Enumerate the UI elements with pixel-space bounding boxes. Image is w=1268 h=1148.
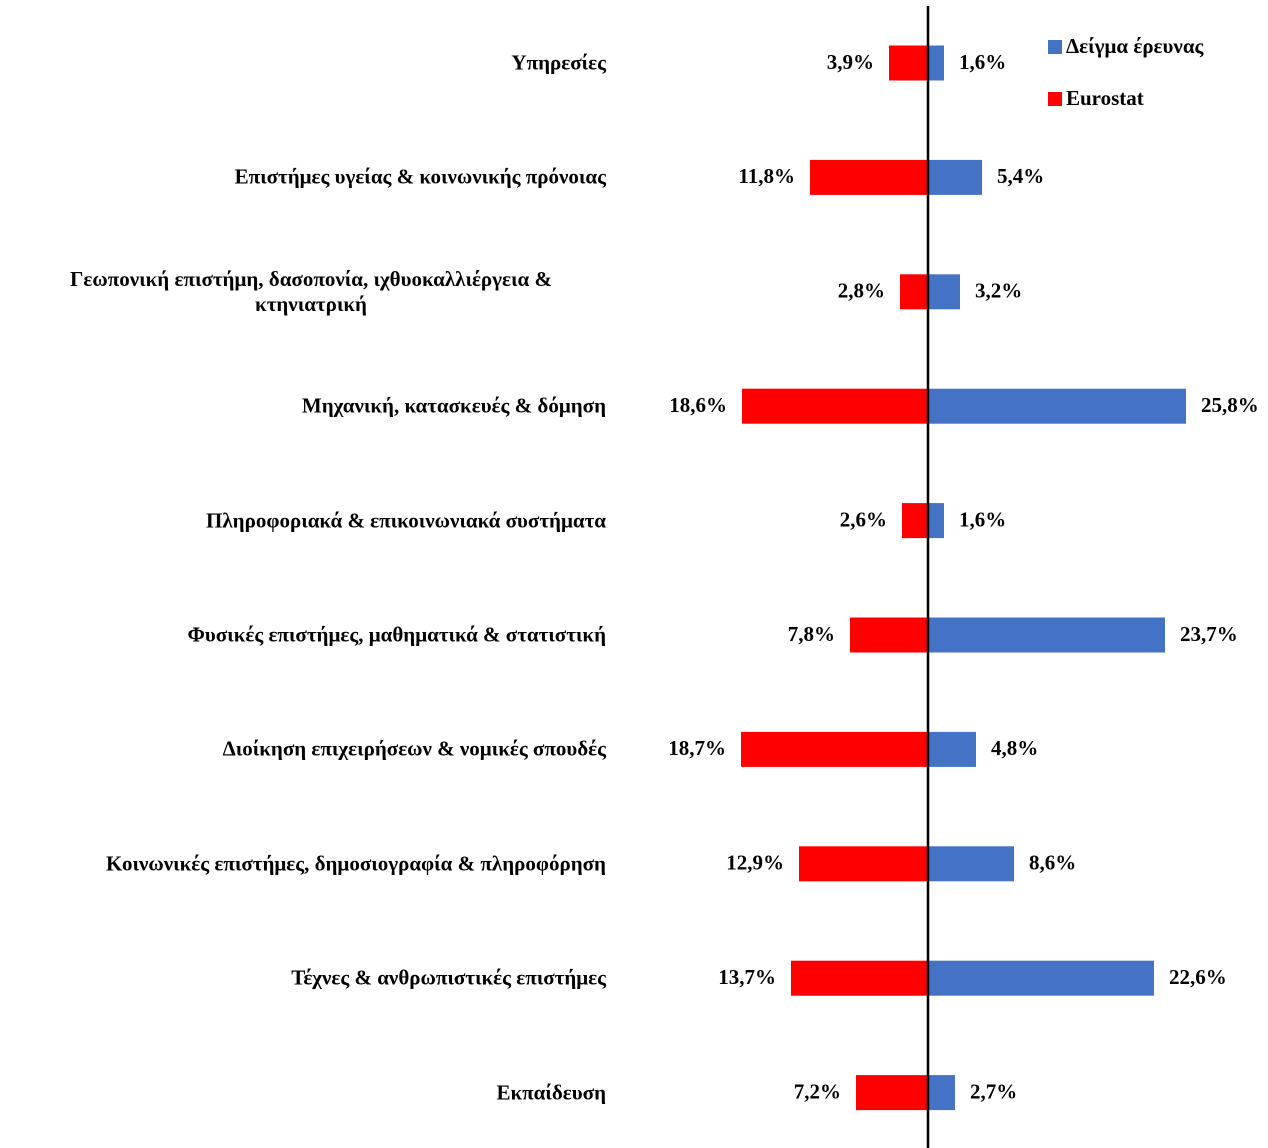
bar <box>850 617 928 653</box>
value-label: 23,7% <box>1180 622 1238 646</box>
value-label: 2,8% <box>838 279 885 303</box>
bar <box>928 45 944 81</box>
value-label: 7,8% <box>788 622 835 646</box>
bar <box>928 617 1165 653</box>
value-label: 12,9% <box>726 851 784 875</box>
bar <box>889 45 928 81</box>
bar <box>791 960 928 996</box>
value-label: 8,6% <box>1029 851 1076 875</box>
value-label: 25,8% <box>1201 393 1259 417</box>
bar <box>928 731 976 767</box>
value-label: 18,6% <box>669 393 727 417</box>
category-label: Διοίκηση επιχειρήσεων & νομικές σπουδές <box>222 736 606 761</box>
legend-label: Eurostat <box>1066 86 1144 110</box>
category-label: Μηχανική, κατασκευές & δόμηση <box>301 393 606 418</box>
value-label: 13,7% <box>718 965 776 989</box>
bar <box>928 274 960 310</box>
value-label: 3,2% <box>975 279 1022 303</box>
bar <box>856 1075 928 1111</box>
category-label: Πληροφοριακά & επικοινωνιακά συστήματα <box>206 508 606 533</box>
bar <box>928 388 1186 424</box>
value-label: 5,4% <box>997 164 1044 188</box>
value-label: 3,9% <box>827 50 874 74</box>
category-label: Επιστήμες υγείας & κοινωνικής πρόνοιας <box>234 164 606 189</box>
bar <box>742 388 928 424</box>
legend-swatch <box>1048 40 1062 54</box>
bar <box>928 1075 955 1111</box>
bar <box>799 846 928 882</box>
bar <box>928 846 1014 882</box>
bar <box>902 503 928 539</box>
bar <box>928 159 982 195</box>
category-label: Κοινωνικές επιστήμες, δημοσιογραφία & πλ… <box>106 851 606 876</box>
bar <box>928 503 944 539</box>
category-label: Υπηρεσίες <box>511 50 606 75</box>
value-label: 18,7% <box>668 736 726 760</box>
value-label: 4,8% <box>991 736 1038 760</box>
value-label: 1,6% <box>959 50 1006 74</box>
bar <box>928 960 1154 996</box>
category-label: Γεωπονική επιστήμη, δασοπονία, ιχθυοκαλλ… <box>70 266 552 316</box>
category-label: Τέχνες & ανθρωπιστικές επιστήμες <box>291 965 606 990</box>
value-label: 22,6% <box>1169 965 1227 989</box>
category-label: Φυσικές επιστήμες, μαθηματικά & στατιστι… <box>187 622 606 647</box>
category-label: Εκπαίδευση <box>496 1080 606 1105</box>
legend-label: Δείγμα έρευνας <box>1066 34 1205 58</box>
bar <box>810 159 928 195</box>
value-label: 11,8% <box>738 164 795 188</box>
value-label: 2,7% <box>970 1079 1017 1103</box>
bar <box>741 731 928 767</box>
value-label: 7,2% <box>794 1079 841 1103</box>
value-label: 1,6% <box>959 507 1006 531</box>
legend-swatch <box>1048 92 1062 106</box>
value-label: 2,6% <box>840 507 887 531</box>
bar <box>900 274 928 310</box>
